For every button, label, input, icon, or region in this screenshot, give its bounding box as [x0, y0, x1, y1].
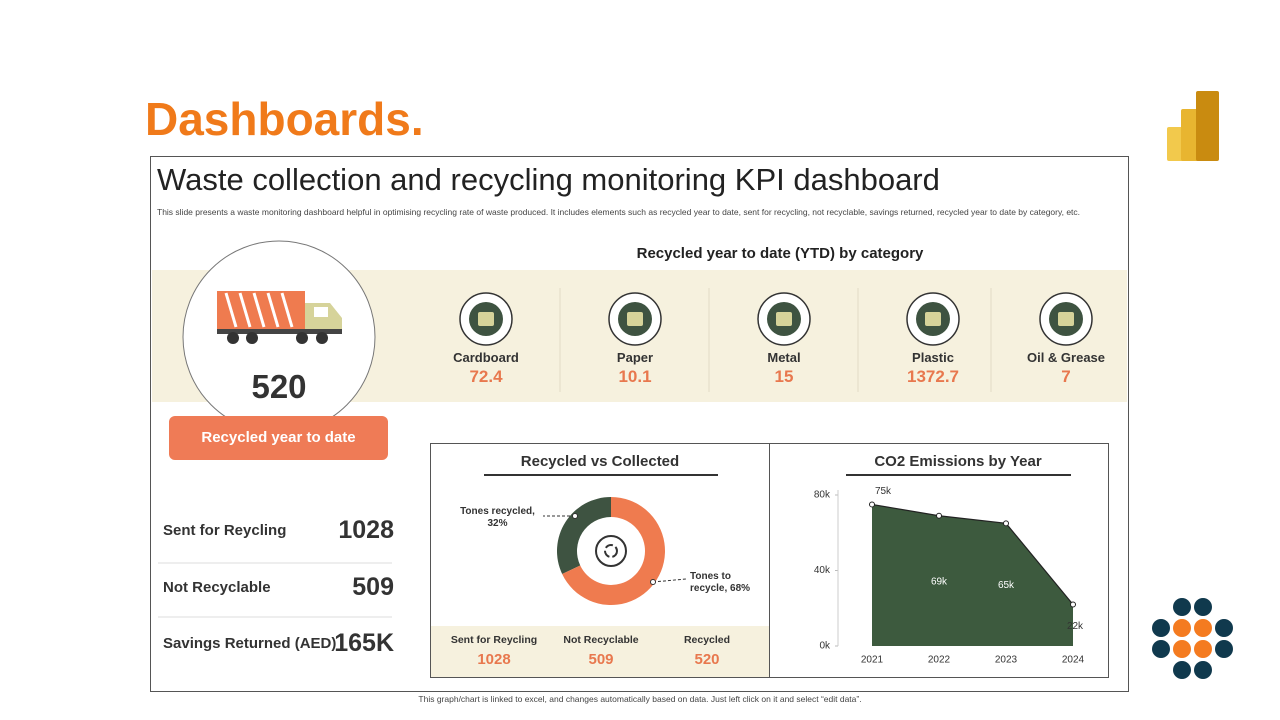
logo-dot: [1194, 640, 1212, 658]
summary-band: [431, 626, 769, 677]
donut-label: Tones to recycle, 68%: [690, 571, 751, 594]
data-label: 22k: [1067, 621, 1084, 632]
summary-label: Sent for Reycling: [450, 634, 538, 646]
data-label: 65k: [998, 580, 1015, 591]
chart-title: CO2 Emissions by Year: [874, 453, 1042, 470]
logo-dot: [1194, 619, 1212, 637]
dashboard-description: This slide presents a waste monitoring d…: [157, 207, 1081, 217]
leader-dot: [650, 579, 656, 585]
logo-dot: [1173, 598, 1191, 616]
logo-dot: [1194, 598, 1212, 616]
summary-label: Not Recyclable: [563, 634, 639, 646]
category-label: Metal: [767, 350, 801, 365]
stat-value: 509: [352, 573, 394, 601]
point: [869, 501, 875, 508]
category-value: 10.1: [618, 367, 652, 386]
category-value: 7: [1061, 367, 1071, 386]
x-tick-label: 2021: [861, 655, 884, 666]
logo-dot: [1152, 640, 1170, 658]
logo-dot: [1173, 640, 1191, 658]
data-label: 69k: [931, 576, 948, 587]
category-icon-glyph: [627, 312, 643, 326]
logo-dot: [1215, 640, 1233, 658]
category-label: Oil & Grease: [1026, 350, 1106, 365]
category-label: Cardboard: [453, 350, 519, 365]
ytd-label: Recycled year to date: [201, 429, 356, 446]
truck-icon: [217, 291, 342, 344]
donut-label: Tones recycled, 32%: [460, 506, 535, 529]
summary-value: 520: [694, 651, 720, 668]
logo-dot: [1194, 661, 1212, 679]
leader-dot: [572, 513, 578, 519]
stat-label: Not Recyclable: [163, 579, 271, 596]
dashboard-title: Waste collection and recycling monitorin…: [157, 162, 940, 197]
data-label: 75k: [875, 486, 892, 497]
category-value: 72.4: [469, 367, 503, 386]
y-tick-label: 40k: [814, 565, 831, 576]
category-label: Paper: [616, 350, 654, 365]
logo-dot: [1173, 661, 1191, 679]
donut-slice: [562, 497, 665, 605]
category-icon-glyph: [478, 312, 494, 326]
footnote: This graph/chart is linked to excel, and…: [418, 694, 862, 704]
hero-button: [169, 416, 388, 460]
stat-label: Sent for Reycling: [163, 522, 287, 539]
summary-value: 509: [588, 651, 614, 668]
x-tick-label: 2022: [928, 655, 951, 666]
dots-logo: [1152, 598, 1233, 679]
chart-title: Recycled vs Collected: [520, 453, 680, 470]
y-tick-label: 0k: [819, 641, 831, 652]
area: [872, 504, 1073, 646]
x-tick-label: 2023: [995, 655, 1018, 666]
line: [871, 503, 1074, 605]
category-icon-glyph: [1058, 312, 1074, 326]
x-tick-label: 2024: [1062, 655, 1085, 666]
point: [936, 512, 942, 519]
point: [1070, 601, 1076, 608]
category-icon-glyph: [925, 312, 941, 326]
logo-dot: [1215, 619, 1233, 637]
summary-value: 1028: [477, 651, 511, 668]
category-icon-glyph: [776, 312, 792, 326]
leader-line: [652, 578, 687, 583]
category-value: 15: [774, 367, 794, 386]
y-tick-label: 80k: [814, 490, 831, 501]
donut-icon-core: [604, 544, 618, 558]
logo-dot: [1173, 619, 1191, 637]
stat-value: 165K: [334, 629, 394, 657]
donut-slice: [557, 497, 611, 574]
logo-dot: [1152, 619, 1170, 637]
category-value: 1372.7: [907, 367, 959, 386]
powerbi-logo: [1167, 91, 1219, 161]
category-label: Plastic: [912, 350, 954, 365]
ytd-value: 520: [251, 368, 307, 405]
summary-label: Recycled: [683, 634, 731, 646]
stat-label: Savings Returned (AED): [163, 635, 337, 652]
point: [1003, 520, 1009, 527]
donut-icon: [595, 535, 627, 567]
page-title: Dashboards.: [145, 93, 424, 145]
stat-value: 1028: [338, 516, 394, 544]
categories-title: Recycled year to date (YTD) by category: [636, 245, 924, 262]
